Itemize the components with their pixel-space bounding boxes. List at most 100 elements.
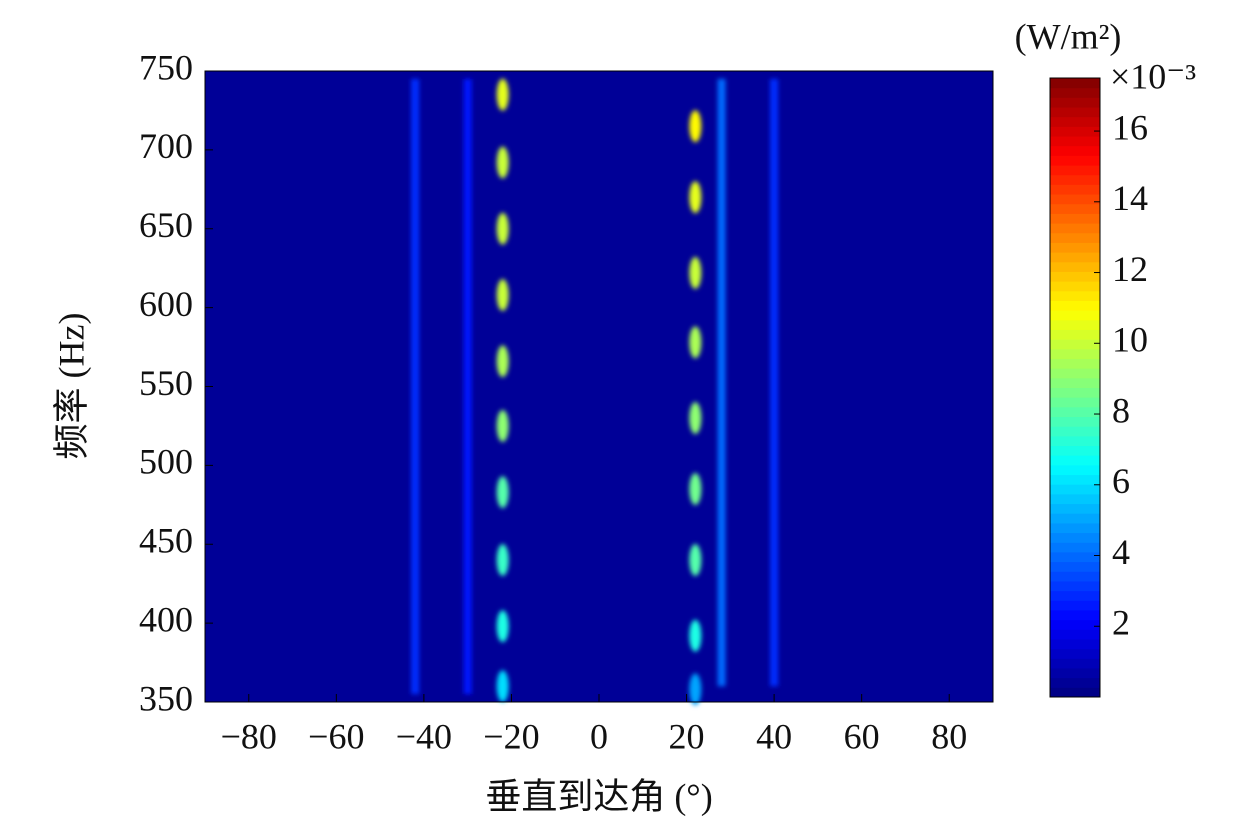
colorbar-step: [1050, 78, 1100, 89]
x-tick-label: −60: [308, 716, 364, 756]
colorbar-step: [1050, 638, 1100, 650]
colorbar-step: [1050, 87, 1100, 98]
colorbar-step: [1050, 165, 1100, 176]
hotspot: [496, 146, 509, 179]
colorbar-step: [1050, 484, 1100, 495]
y-tick-label: 600: [139, 284, 193, 324]
colorbar-step: [1050, 126, 1100, 137]
colorbar-step: [1050, 590, 1100, 601]
colorbar-step: [1050, 522, 1100, 534]
x-tick-label: 0: [590, 716, 608, 756]
colorbar-step: [1050, 329, 1100, 340]
colorbar-step: [1050, 493, 1100, 505]
colorbar-step: [1050, 232, 1100, 243]
colorbar-step: [1050, 368, 1100, 379]
colorbar-step: [1050, 455, 1100, 466]
streak: [717, 78, 726, 687]
colorbar-step: [1050, 677, 1100, 688]
colorbar-step: [1050, 184, 1100, 195]
hotspot: [689, 110, 702, 143]
colorbar-step: [1050, 252, 1100, 263]
colorbar-frame: [1049, 77, 1101, 698]
x-tick-label: 40: [756, 716, 792, 756]
hotspot: [496, 345, 509, 378]
colorbar-tick-label: 6: [1112, 461, 1130, 501]
hotspot: [496, 476, 509, 509]
colorbar-step: [1050, 629, 1100, 640]
streak: [411, 78, 420, 695]
hotspot: [689, 673, 702, 706]
colorbar-tick-label: 14: [1112, 178, 1148, 218]
hotspot: [496, 409, 509, 442]
hotspot: [496, 78, 509, 111]
colorbar-step: [1050, 310, 1100, 321]
colorbar-step: [1050, 658, 1100, 669]
hotspot: [689, 256, 702, 289]
colorbar-tick-label: 2: [1112, 603, 1130, 643]
streak: [770, 78, 779, 687]
colorbar-step: [1050, 609, 1100, 621]
colorbar-step: [1050, 667, 1100, 679]
y-tick-label: 500: [139, 442, 193, 482]
colorbar-step: [1050, 571, 1100, 582]
y-axis-label: 频率 (Hz): [51, 313, 91, 460]
colorbar-step: [1050, 513, 1100, 524]
y-tick-label: 750: [139, 47, 193, 87]
hotspot: [496, 610, 509, 643]
colorbar-step: [1050, 416, 1100, 427]
colorbar-step: [1050, 300, 1100, 311]
x-tick-label: 20: [669, 716, 705, 756]
colorbar-step: [1050, 281, 1100, 292]
colorbar-step: [1050, 339, 1100, 350]
colorbar-step: [1050, 435, 1100, 447]
colorbar-step: [1050, 532, 1100, 543]
colorbar-step: [1050, 542, 1100, 553]
colorbar-step: [1050, 687, 1100, 698]
colorbar-step: [1050, 474, 1100, 485]
y-tick-label: 700: [139, 126, 193, 166]
colorbar-tick-label: 12: [1112, 249, 1148, 289]
x-tick-label: −20: [483, 716, 539, 756]
hotspot: [689, 544, 702, 577]
colorbar-step: [1050, 503, 1100, 514]
colorbar-step: [1050, 203, 1100, 214]
hotspot: [689, 402, 702, 435]
x-tick-label: 60: [844, 716, 880, 756]
hotspot: [689, 326, 702, 359]
colorbar-step: [1050, 155, 1100, 166]
colorbar-tick-label: 4: [1112, 532, 1130, 572]
colorbar-step: [1050, 261, 1100, 272]
y-tick-label: 650: [139, 205, 193, 245]
colorbar-step: [1050, 551, 1100, 563]
colorbar-step: [1050, 648, 1100, 659]
colorbar-step: [1050, 406, 1100, 418]
colorbar-tick-label: 16: [1112, 107, 1148, 147]
colorbar-step: [1050, 319, 1100, 330]
y-tick-label: 350: [139, 678, 193, 718]
colorbar-unit: (W/m²): [1015, 16, 1122, 56]
colorbar-multiplier: ×10⁻³: [1110, 56, 1196, 96]
streak: [463, 78, 472, 695]
colorbar-step: [1050, 619, 1100, 630]
colorbar-step: [1050, 445, 1100, 456]
colorbar-step: [1050, 174, 1100, 185]
y-tick-label: 400: [139, 599, 193, 639]
colorbar-step: [1050, 223, 1100, 234]
colorbar-step: [1050, 116, 1100, 127]
colorbar-step: [1050, 242, 1100, 253]
y-tick-label: 550: [139, 363, 193, 403]
colorbar-step: [1050, 561, 1100, 572]
hotspot: [689, 181, 702, 214]
colorbar-step: [1050, 600, 1100, 611]
y-tick-label: 450: [139, 521, 193, 561]
colorbar-step: [1050, 464, 1100, 476]
colorbar-tick-label: 10: [1112, 320, 1148, 360]
x-tick-label: −80: [221, 716, 277, 756]
colorbar-step: [1050, 397, 1100, 408]
colorbar-step: [1050, 426, 1100, 437]
colorbar-step: [1050, 136, 1100, 147]
colorbar-step: [1050, 377, 1100, 388]
hotspot: [496, 212, 509, 245]
